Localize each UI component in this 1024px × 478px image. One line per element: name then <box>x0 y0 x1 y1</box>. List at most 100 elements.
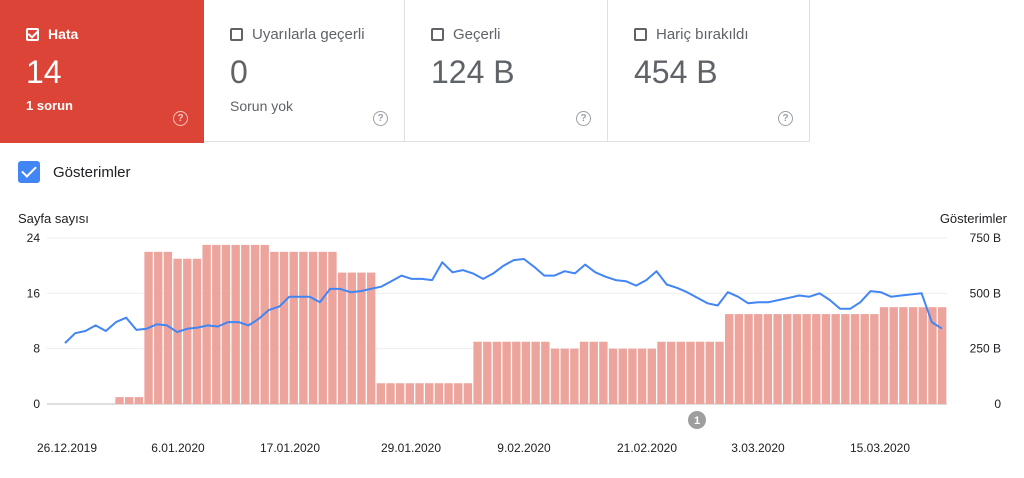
left-axis-tick: 0 <box>33 397 40 411</box>
error-bar <box>792 314 802 404</box>
excluded-card-label: Hariç bırakıldı <box>656 26 749 43</box>
error-bar <box>444 383 453 404</box>
right-axis-title: Gösterimler <box>939 211 1007 226</box>
error-bar <box>357 272 366 404</box>
error-bar <box>347 272 356 404</box>
axis-ticks: 0 8 16 24 0 250 B 500 B 750 B 26.12.2019 6.01.202… <box>27 231 1002 455</box>
error-bar <box>125 397 134 404</box>
error-bar <box>773 314 782 404</box>
error-bar <box>250 244 260 404</box>
error-bar <box>337 272 347 404</box>
valid-card[interactable]: Geçerli 124 B ? <box>405 0 608 142</box>
error-bar <box>289 251 298 404</box>
error-bar <box>395 383 405 404</box>
error-bar <box>308 251 318 404</box>
error-bar <box>763 314 773 404</box>
error-bar <box>376 383 386 404</box>
x-axis-tick: 9.02.2020 <box>497 441 551 455</box>
error-bar <box>802 314 811 404</box>
valid-with-warnings-card[interactable]: Uyarılarla geçerli 0 Sorun yok ? <box>204 0 405 142</box>
error-bar <box>463 383 473 404</box>
error-bar <box>483 341 492 404</box>
error-bar <box>744 314 753 404</box>
valid-checkbox-icon[interactable] <box>431 28 444 41</box>
error-bar <box>754 314 763 404</box>
error-bar <box>850 314 860 404</box>
impressions-checkbox-icon[interactable] <box>18 161 40 183</box>
error-bar <box>918 307 927 404</box>
error-bar <box>299 251 308 404</box>
impressions-legend-toggle[interactable]: Gösterimler <box>18 161 131 183</box>
excluded-card-header: Hariç bırakıldı <box>634 26 749 43</box>
error-bar <box>628 348 637 404</box>
error-bar <box>647 348 656 404</box>
help-icon[interactable]: ? <box>373 111 388 126</box>
error-bar <box>579 341 589 404</box>
left-axis-tick: 24 <box>27 231 41 245</box>
error-checkbox-icon[interactable] <box>26 27 39 41</box>
valid-card-label: Geçerli <box>453 26 501 43</box>
error-bar <box>415 383 424 404</box>
error-bar <box>279 251 289 404</box>
error-bar <box>221 244 231 404</box>
error-bar <box>192 258 202 404</box>
error-bar <box>521 341 531 404</box>
error-bars <box>115 244 947 404</box>
error-bar <box>589 341 598 404</box>
valid-with-warnings-checkbox-icon[interactable] <box>230 28 243 41</box>
error-bar <box>637 348 647 404</box>
error-bar <box>860 314 869 404</box>
error-bar <box>686 341 695 404</box>
x-axis-tick: 26.12.2019 <box>37 441 97 455</box>
error-bar <box>608 348 618 404</box>
error-bar <box>705 341 715 404</box>
error-bar <box>454 383 463 404</box>
error-bar <box>899 307 908 404</box>
error-bar <box>328 251 337 404</box>
error-bar <box>928 307 937 404</box>
error-bar <box>202 244 211 404</box>
pages-impressions-chart: 0 8 16 24 0 250 B 500 B 750 B 26.12.2019 6.01.202… <box>27 231 1002 455</box>
error-bar <box>676 341 686 404</box>
right-axis-tick: 0 <box>994 397 1001 411</box>
error-bar <box>734 314 744 404</box>
right-axis-tick: 500 B <box>970 286 1001 300</box>
error-bar <box>512 341 521 404</box>
error-bar <box>473 341 482 404</box>
excluded-card-value: 454 B <box>634 54 718 90</box>
error-bar <box>115 397 124 404</box>
error-card-value: 14 <box>26 54 62 90</box>
right-axis-tick: 750 B <box>970 231 1001 245</box>
error-card[interactable]: Hata 14 1 sorun ? <box>0 0 204 143</box>
x-axis-tick: 3.03.2020 <box>731 441 785 455</box>
annotation-marker[interactable]: 1 <box>688 411 706 429</box>
error-bar <box>560 348 569 404</box>
error-card-header: Hata <box>26 26 78 42</box>
help-icon[interactable]: ? <box>173 111 188 126</box>
error-bar <box>570 348 579 404</box>
valid-with-warnings-card-header: Uyarılarla geçerli <box>230 26 365 43</box>
help-icon[interactable]: ? <box>778 111 793 126</box>
left-axis-title: Sayfa sayısı <box>18 211 89 226</box>
error-bar <box>541 341 550 404</box>
impressions-line <box>64 258 943 344</box>
error-bar <box>908 307 918 404</box>
error-card-subtitle: 1 sorun <box>26 98 73 113</box>
left-axis-tick: 8 <box>33 342 40 356</box>
left-axis-tick: 16 <box>27 286 41 300</box>
annotation-label: 1 <box>694 415 700 427</box>
error-bar <box>134 397 144 404</box>
error-bar <box>366 272 376 404</box>
error-bar <box>657 341 666 404</box>
error-bar <box>386 383 395 404</box>
error-bar <box>618 348 627 404</box>
excluded-card[interactable]: Hariç bırakıldı 454 B ? <box>608 0 810 142</box>
x-axis-tick: 29.01.2020 <box>381 441 441 455</box>
error-bar <box>599 341 608 404</box>
error-bar <box>154 251 163 404</box>
error-bar <box>492 341 502 404</box>
excluded-checkbox-icon[interactable] <box>634 28 647 41</box>
help-icon[interactable]: ? <box>576 111 591 126</box>
error-bar <box>715 341 724 404</box>
error-bar <box>725 314 734 404</box>
